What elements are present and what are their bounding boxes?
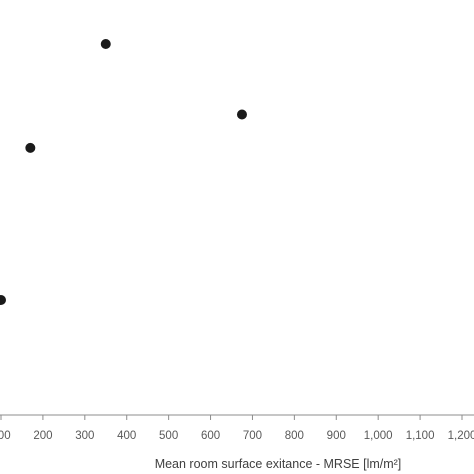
- x-tick-label-200: 200: [33, 430, 52, 442]
- x-tick-label-500: 500: [159, 430, 178, 442]
- x-tick-label-800: 800: [285, 430, 304, 442]
- x-tick-label-100: 100: [0, 430, 11, 442]
- x-tick-label-600: 600: [201, 430, 220, 442]
- x-tick-label-300: 300: [75, 430, 94, 442]
- data-point-0-2: [100, 39, 111, 49]
- x-tick-label-1000: 1,000: [364, 430, 393, 442]
- data-point-0-3: [236, 109, 247, 120]
- x-tick-label-700: 700: [243, 430, 262, 442]
- x-tick-label-400: 400: [117, 430, 136, 442]
- data-point-0-0: [0, 294, 6, 305]
- x-tick-label-1200: 1,200: [448, 430, 474, 442]
- x-axis-tick-labels: 100 200 300 400 500 600 700 800 900 1,000 1,100 1,2…: [0, 430, 474, 442]
- data-points: [0, 39, 247, 305]
- x-tick-label-900: 900: [327, 430, 346, 442]
- x-axis-ticks: [0, 415, 463, 420]
- data-point-0-1: [25, 142, 36, 153]
- x-axis-title: Mean room surface exitance - MRSE [lm/m²…: [155, 457, 402, 471]
- x-tick-label-1100: 1,100: [406, 430, 435, 442]
